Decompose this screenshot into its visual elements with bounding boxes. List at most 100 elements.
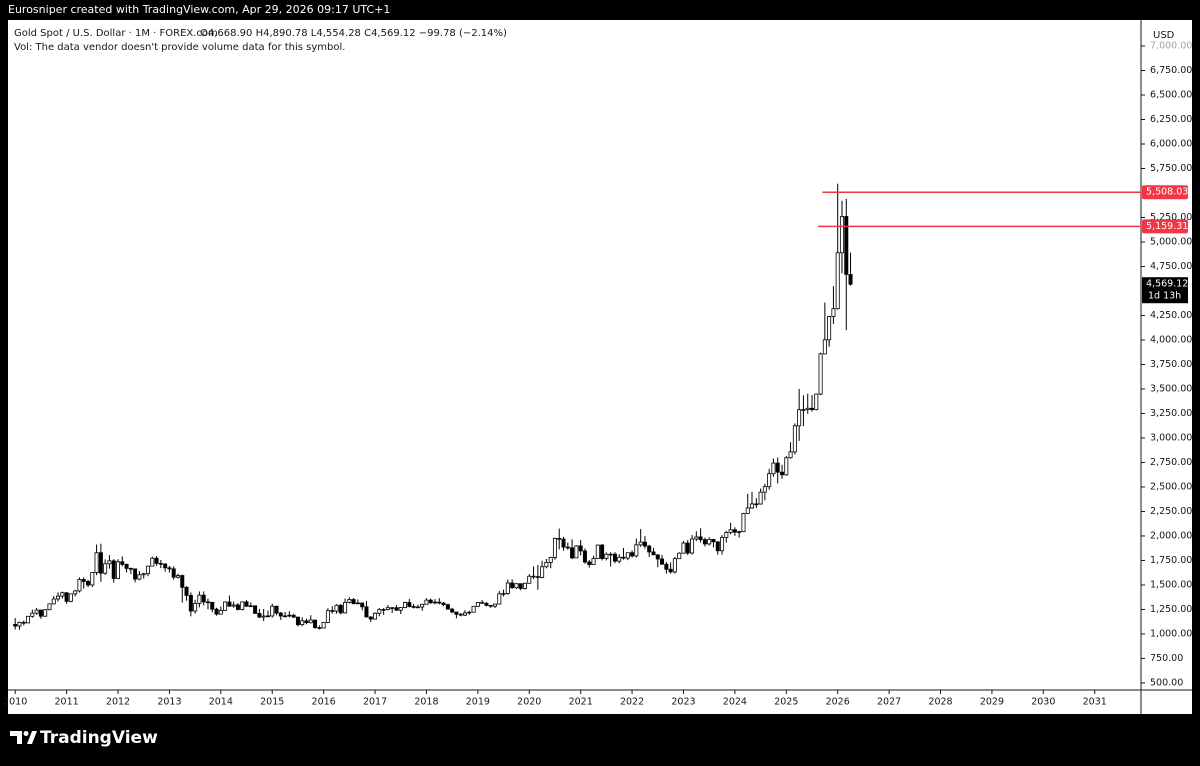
candle-body — [672, 558, 677, 573]
candle-body — [77, 579, 82, 592]
y-tick-label: 4,750.00 — [1150, 261, 1192, 272]
candle-body — [634, 544, 639, 557]
last-price-box — [1142, 277, 1188, 304]
candle-body — [73, 590, 78, 595]
y-tick-label: 4,250.00 — [1150, 310, 1192, 321]
candle-body — [518, 583, 523, 589]
candle-body — [64, 592, 69, 602]
candle-body — [531, 575, 536, 578]
candle-body — [492, 603, 497, 607]
candle-body — [702, 539, 707, 545]
candle-body — [394, 607, 399, 611]
y-tick-label: 1,500.00 — [1150, 579, 1192, 590]
candle-body — [463, 612, 468, 616]
candle-body — [694, 536, 699, 540]
y-tick-label: 3,000.00 — [1150, 432, 1192, 443]
candle-body — [741, 513, 746, 533]
candle-body — [167, 567, 172, 570]
candle-body — [120, 561, 125, 565]
y-tick-label: 2,250.00 — [1150, 506, 1192, 517]
candle-body — [484, 602, 489, 606]
candle-body — [257, 612, 262, 618]
candle-body — [685, 542, 690, 554]
candle-body — [488, 604, 493, 607]
candle-body — [544, 562, 549, 568]
x-tick-label: 2021 — [569, 697, 593, 708]
candle-body — [201, 594, 206, 603]
candle-body — [407, 601, 412, 607]
x-tick-label: 2029 — [980, 697, 1004, 708]
y-tick-label: 3,750.00 — [1150, 359, 1192, 370]
y-tick-label: 5,000.00 — [1150, 236, 1192, 247]
candle-body — [428, 599, 433, 604]
y-tick-label: 1,250.00 — [1150, 604, 1192, 615]
candle-body — [300, 620, 305, 626]
candle-body — [197, 594, 202, 604]
candle-body — [56, 595, 61, 600]
candle-body — [540, 566, 545, 578]
candle-body — [21, 621, 26, 624]
candle-body — [578, 545, 583, 552]
candle-body — [373, 612, 378, 620]
candle-body — [655, 554, 660, 560]
candle-body — [767, 473, 772, 488]
candle-body — [145, 565, 150, 575]
y-tick-label: 1,000.00 — [1150, 628, 1192, 639]
candle-body — [638, 541, 643, 546]
x-tick-label: 2020 — [517, 697, 541, 708]
candle-body — [771, 462, 776, 475]
x-tick-label: 2023 — [671, 697, 695, 708]
volume-note: Vol: The data vendor doesn't provide vol… — [14, 42, 345, 53]
candle-body — [107, 560, 112, 565]
candle-body — [184, 586, 189, 596]
candle-body — [13, 624, 18, 627]
candle-body — [347, 599, 352, 603]
candle-body — [133, 568, 138, 580]
candle-body — [244, 601, 249, 607]
candle-body — [355, 602, 360, 605]
x-tick-label: 2026 — [826, 697, 850, 708]
candle-body — [81, 579, 86, 582]
candle-body — [43, 609, 48, 617]
candle-body — [497, 593, 502, 605]
candle-body — [711, 538, 716, 543]
x-tick-label: 2012 — [106, 697, 130, 708]
candle-body — [728, 529, 733, 533]
candle-body — [240, 601, 245, 610]
candle-body — [754, 503, 759, 506]
candle-body — [304, 620, 309, 624]
candle-body — [270, 605, 275, 617]
y-tick-label: 6,000.00 — [1150, 138, 1192, 149]
candle-body — [608, 553, 613, 556]
candle-body — [561, 538, 566, 548]
candle-body — [698, 536, 703, 541]
symbol-title: Gold Spot / U.S. Dollar · 1M · FOREX.com — [14, 28, 218, 39]
candle-body — [124, 563, 129, 569]
candle-body — [715, 541, 720, 552]
candle-body — [797, 409, 802, 427]
candle-body — [690, 538, 695, 554]
price-label: 5,159.31 — [1146, 221, 1188, 232]
candle-body — [595, 544, 600, 559]
y-tick-label: 3,500.00 — [1150, 383, 1192, 394]
x-tick-label: 2010 — [3, 697, 27, 708]
y-tick-label: 750.00 — [1150, 653, 1183, 664]
candle-body — [501, 593, 506, 595]
candle-body — [321, 621, 326, 629]
candle-body — [750, 503, 755, 509]
chart-area — [8, 20, 1192, 714]
candle-body — [390, 607, 395, 609]
y-tick-label: 7,000.00 — [1150, 41, 1192, 52]
candle-body — [604, 553, 609, 559]
candle-body — [835, 252, 840, 310]
candle-body — [737, 531, 742, 533]
candle-body — [617, 556, 622, 562]
candle-body — [351, 599, 356, 605]
candle-body — [278, 612, 283, 617]
candle-body — [308, 619, 313, 624]
candle-body — [128, 567, 133, 570]
candle-body — [809, 407, 814, 410]
candle-body — [668, 568, 673, 573]
candle-body — [818, 353, 823, 395]
